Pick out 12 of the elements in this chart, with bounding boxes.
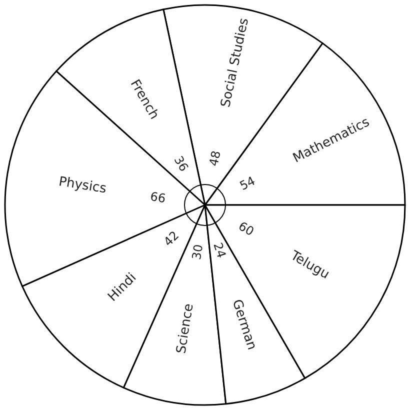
data-label: 54 — [237, 174, 258, 194]
data-label: 24 — [210, 240, 229, 260]
data-label: 48 — [206, 150, 224, 168]
data-label: 36 — [171, 154, 192, 174]
slice-label: Social Studies — [218, 16, 252, 109]
slice-label: Science — [174, 302, 197, 355]
data-label: 66 — [149, 189, 167, 206]
data-label: 30 — [189, 243, 206, 261]
slice-label: German — [228, 298, 260, 352]
data-label: 60 — [236, 218, 256, 239]
data-label: 42 — [160, 228, 182, 250]
slice-label: Physics — [58, 174, 108, 197]
